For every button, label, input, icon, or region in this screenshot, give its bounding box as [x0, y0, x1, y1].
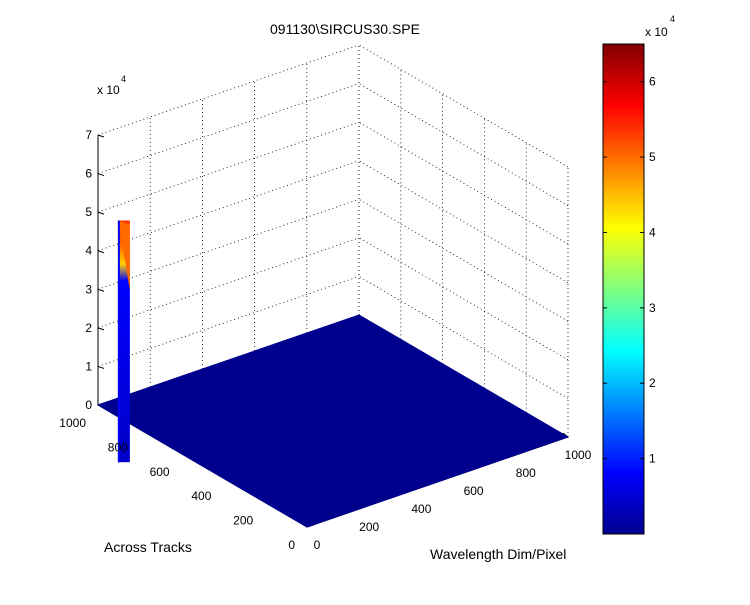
- z-tick-labels: 0 1 2 3 4 5 6 7: [85, 128, 92, 412]
- y-axis-label: Across Tracks: [104, 539, 192, 555]
- colorbar-ticks: 1 2 3 4 5 6: [603, 75, 656, 466]
- z-tick-label: 1: [85, 359, 92, 373]
- colorbar-multiplier: x 10: [645, 25, 668, 39]
- z-tick-mark: [97, 211, 105, 215]
- z-tick-mark: [97, 173, 105, 177]
- x-tick-label: 0: [314, 538, 321, 552]
- grid-line: [97, 83, 360, 174]
- grid-line: [358, 276, 569, 399]
- y-tick-labels: 0 200 400 600 800 1000: [59, 416, 295, 552]
- grid-line: [97, 44, 360, 136]
- z-multiplier: x 10: [97, 83, 120, 97]
- z-tick-mark: [97, 134, 105, 138]
- z-tick-label: 5: [85, 205, 92, 219]
- z-tick-label: 4: [85, 244, 92, 258]
- z-multiplier-exponent: 4: [121, 74, 126, 84]
- colorbar-tick-label: 5: [649, 150, 656, 164]
- x-tick-label: 800: [516, 466, 536, 480]
- x-tick-label: 400: [411, 502, 431, 516]
- y-tick-label: 0: [288, 538, 295, 552]
- grid-line: [358, 198, 569, 322]
- grid-line: [97, 198, 360, 290]
- y-tick-label: 800: [108, 440, 128, 454]
- surface-floor: [96, 314, 570, 528]
- colorbar: [602, 43, 645, 535]
- grid-line: [97, 160, 360, 252]
- z-tick-mark: [97, 365, 105, 369]
- colorbar-tick-label: 2: [649, 376, 656, 390]
- z-tick-mark: [97, 327, 105, 331]
- x-tick-label: 1000: [565, 448, 592, 462]
- z-tick-label: 0: [85, 398, 92, 412]
- x-tick-label: 200: [359, 520, 379, 534]
- grid-line: [358, 121, 569, 245]
- z-tick-mark: [97, 288, 105, 292]
- y-tick-label: 200: [233, 514, 253, 528]
- peak-bar: [117, 220, 130, 463]
- peak-cap: [117, 220, 130, 291]
- colorbar-multiplier-exponent: 4: [670, 14, 675, 24]
- z-multiplier-base: x 10: [97, 83, 120, 97]
- y-tick-label: 600: [150, 465, 170, 479]
- z-tick-label: 2: [85, 321, 92, 335]
- grid-line: [97, 237, 360, 329]
- grid-line: [358, 237, 569, 361]
- grid-line: [358, 83, 569, 206]
- chart-title: 091130\SIRCUS30.SPE: [270, 21, 420, 37]
- x-axis-label: Wavelength Dim/Pixel: [430, 546, 566, 562]
- peak-spike: [117, 220, 130, 463]
- x-tick-label: 600: [464, 484, 484, 498]
- colorbar-tick-label: 1: [649, 452, 656, 466]
- z-tick-label: 7: [85, 128, 92, 142]
- grid-line: [358, 44, 569, 168]
- x-tick-labels: 0 200 400 600 800 1000: [314, 448, 592, 552]
- grid-line: [358, 160, 569, 284]
- z-tick-mark: [97, 250, 105, 254]
- colorbar-tick-label: 4: [649, 225, 656, 239]
- grid-line: [97, 121, 360, 213]
- y-tick-label: 400: [191, 489, 211, 503]
- z-tick-label: 6: [85, 167, 92, 181]
- colorbar-tick-label: 3: [649, 301, 656, 315]
- colorbar-tick-label: 6: [649, 75, 656, 89]
- y-tick-label: 1000: [59, 416, 86, 430]
- z-tick-label: 3: [85, 282, 92, 296]
